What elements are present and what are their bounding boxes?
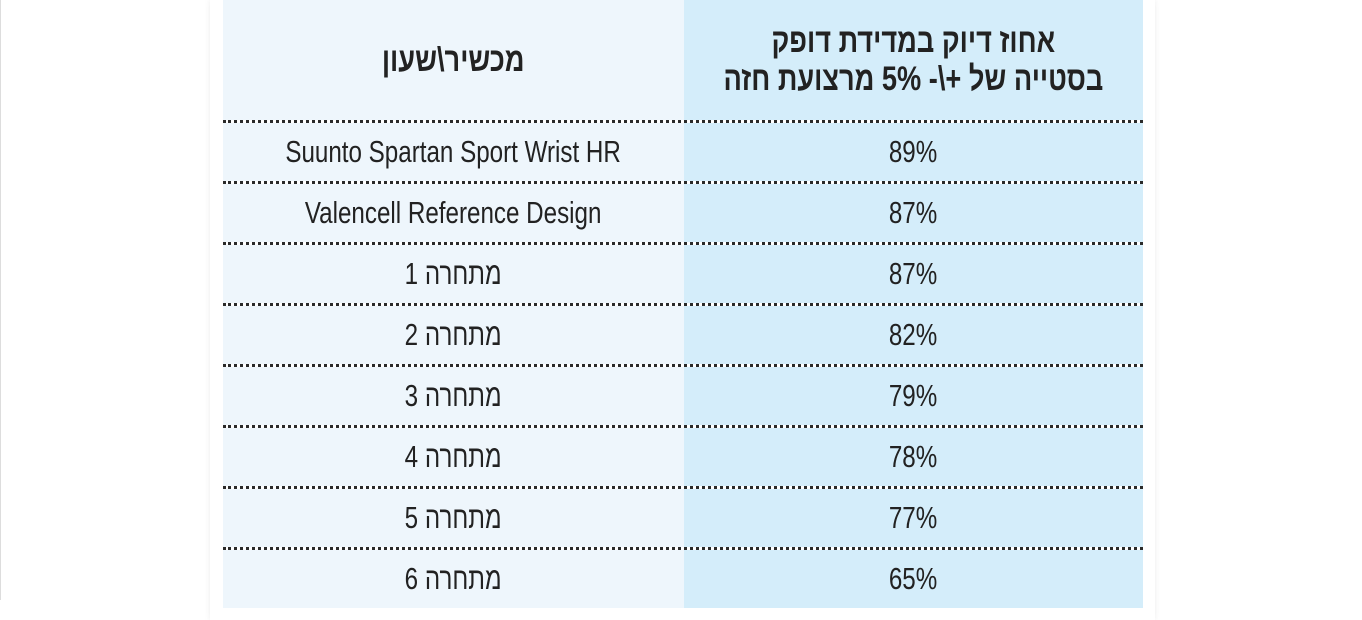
device-name: מתחרה 3 xyxy=(405,378,502,413)
page-border xyxy=(0,0,1,600)
accuracy-cell: 87% xyxy=(684,184,1143,242)
header-accuracy: אחוז דיוק במדידת דופק בסטייה של +\- 5% מר… xyxy=(684,0,1143,120)
accuracy-cell: 87% xyxy=(684,245,1143,303)
device-cell: Suunto Spartan Sport Wrist HR xyxy=(223,123,684,181)
header-line1: אחוז דיוק במדידת דופק xyxy=(771,22,1056,60)
device-name: מתחרה 2 xyxy=(405,317,502,352)
table-row: מתחרה 3 79% xyxy=(223,364,1143,425)
table-row: מתחרה 1 87% xyxy=(223,242,1143,303)
device-cell: מתחרה 5 xyxy=(223,489,684,547)
device-cell: מתחרה 1 xyxy=(223,245,684,303)
table-header: מכשיר\שעון אחוז דיוק במדידת דופק בסטייה ש… xyxy=(223,0,1143,120)
accuracy-cell: 77% xyxy=(684,489,1143,547)
accuracy-cell: 82% xyxy=(684,306,1143,364)
header-device-label: מכשיר\שעון xyxy=(382,41,525,79)
header-line2: בסטייה של +\- 5% מרצועת חזה xyxy=(723,60,1104,98)
table-row: Suunto Spartan Sport Wrist HR 89% xyxy=(223,120,1143,181)
accuracy-value: 65% xyxy=(889,561,938,596)
device-name: מתחרה 5 xyxy=(405,500,502,535)
accuracy-cell: 89% xyxy=(684,123,1143,181)
device-name: מתחרה 6 xyxy=(405,561,502,596)
device-cell: מתחרה 4 xyxy=(223,428,684,486)
accuracy-value: 78% xyxy=(889,439,938,474)
device-cell: מתחרה 3 xyxy=(223,367,684,425)
header-accuracy-label: אחוז דיוק במדידת דופק בסטייה של +\- 5% מר… xyxy=(724,22,1104,98)
accuracy-cell: 79% xyxy=(684,367,1143,425)
device-cell: מתחרה 2 xyxy=(223,306,684,364)
accuracy-cell: 78% xyxy=(684,428,1143,486)
accuracy-table: מכשיר\שעון אחוז דיוק במדידת דופק בסטייה ש… xyxy=(223,0,1143,608)
device-cell: Valencell Reference Design xyxy=(223,184,684,242)
table-row: מתחרה 5 77% xyxy=(223,486,1143,547)
accuracy-cell: 65% xyxy=(684,550,1143,608)
device-name: Valencell Reference Design xyxy=(305,195,602,230)
table-row: מתחרה 6 65% xyxy=(223,547,1143,608)
accuracy-value: 87% xyxy=(889,195,938,230)
device-name: Suunto Spartan Sport Wrist HR xyxy=(285,134,622,169)
table-row: Valencell Reference Design 87% xyxy=(223,181,1143,242)
device-name: מתחרה 1 xyxy=(405,256,502,291)
accuracy-value: 87% xyxy=(889,256,938,291)
table-row: מתחרה 2 82% xyxy=(223,303,1143,364)
table-row: מתחרה 4 78% xyxy=(223,425,1143,486)
accuracy-value: 82% xyxy=(889,317,938,352)
device-name: מתחרה 4 xyxy=(405,439,502,474)
accuracy-value: 77% xyxy=(889,500,938,535)
device-cell: מתחרה 6 xyxy=(223,550,684,608)
header-device: מכשיר\שעון xyxy=(223,0,684,120)
accuracy-value: 79% xyxy=(889,378,938,413)
accuracy-value: 89% xyxy=(889,134,938,169)
